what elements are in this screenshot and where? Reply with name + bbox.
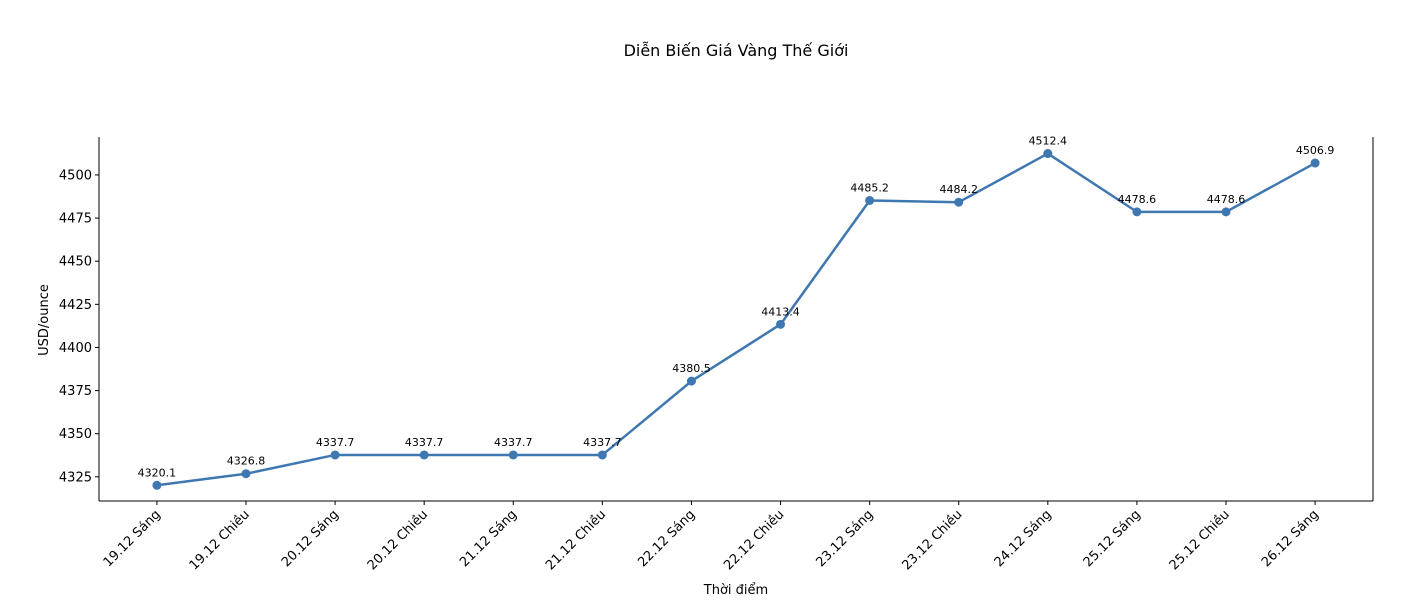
x-tick-label: 24.12 Sáng [992,507,1055,570]
y-tick-label: 4425 [59,298,92,313]
y-tick-label: 4350 [59,427,92,442]
data-point [597,450,607,460]
x-tick-label: 19.12 Chiều [187,507,253,573]
data-label: 4380.5 [672,362,711,375]
data-point [1132,207,1142,217]
x-tick-label: 22.12 Sáng [635,507,698,570]
data-label: 4320.1 [138,466,177,479]
data-label: 4337.7 [583,436,622,449]
chart-title: Diễn Biến Giá Vàng Thế Giới [624,41,849,60]
y-tick-label: 4325 [59,470,92,485]
data-point [419,450,429,460]
data-point [776,319,786,329]
data-label: 4337.7 [316,436,355,449]
x-tick-label: 25.12 Sáng [1081,507,1144,570]
data-label: 4478.6 [1207,193,1246,206]
data-point [1221,207,1231,217]
x-tick-label: 19.12 Sáng [101,507,164,570]
data-point [1043,149,1053,159]
data-label: 4337.7 [494,436,533,449]
data-label: 4478.6 [1118,193,1157,206]
axes: 4325 4350 4375 4400 4425 4450 4475 4500 19.12 Sá… [59,137,1374,573]
x-tick-label: 22.12 Chiều [721,507,787,573]
data-label: 4413.4 [761,305,800,318]
series-line [156,152,1316,487]
data-label: 4326.8 [227,455,266,468]
data-point [865,195,875,205]
data-label: 4484.2 [939,183,978,196]
data-label: 4337.7 [405,436,444,449]
data-point [508,450,518,460]
y-axis-label: USD/ounce [37,284,52,356]
y-tick-label: 4375 [59,384,92,399]
data-label: 4485.2 [850,181,889,194]
data-point [241,469,251,479]
x-tick-label: 21.12 Chiều [543,507,609,573]
x-tick-label: 21.12 Sáng [457,507,520,570]
data-label: 4512.4 [1029,135,1068,148]
data-point [954,197,964,207]
data-label: 4506.9 [1296,144,1335,157]
data-point [152,480,162,490]
x-tick-label: 23.12 Sáng [813,507,876,570]
y-tick-label: 4400 [59,341,92,356]
y-tick-label: 4500 [59,168,92,183]
y-tick-label: 4475 [59,212,92,227]
data-point [686,376,696,386]
x-tick-label: 26.12 Sáng [1259,507,1322,570]
x-axis-label: Thời điểm [703,583,768,598]
x-tick-label: 23.12 Chiều [899,507,965,573]
x-tick-label: 25.12 Chiều [1167,507,1233,573]
x-tick-label: 20.12 Chiều [365,507,431,573]
data-point [330,450,340,460]
data-marks: 4320.1 4326.8 4337.7 4337.7 4337.7 4337.7 4380… [138,135,1335,490]
y-tick-label: 4450 [59,255,92,270]
x-tick-label: 20.12 Sáng [279,507,342,570]
data-point [1310,158,1320,168]
